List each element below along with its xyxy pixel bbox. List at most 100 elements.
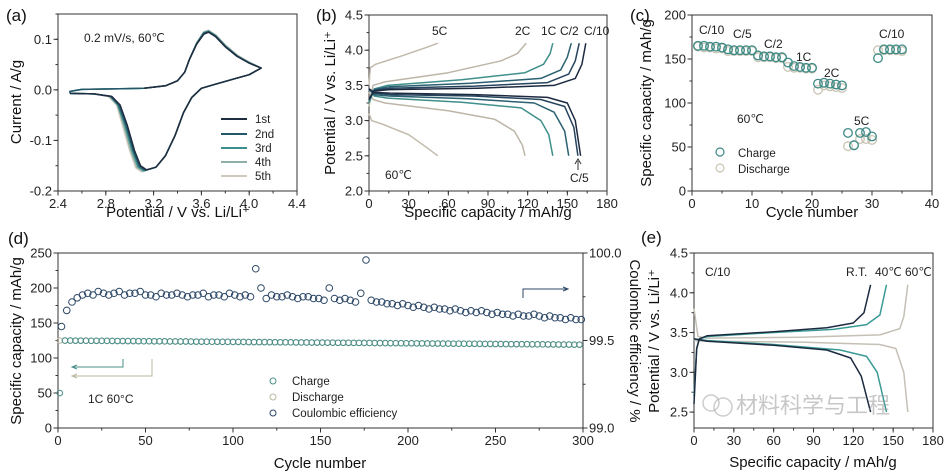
data-point-charge: [56, 389, 64, 397]
x-tick-label: 180: [922, 433, 944, 448]
legend-marker: [269, 409, 277, 417]
rate-label: C/10: [879, 27, 905, 41]
data-point-coulombic-efficiency: [572, 315, 580, 324]
data-point-coulombic-efficiency: [199, 289, 208, 298]
data-point-coulombic-efficiency: [167, 291, 176, 299]
data-point-coulombic-efficiency: [456, 306, 465, 315]
data-point-coulombic-efficiency: [104, 291, 113, 299]
rate-label: C/5: [733, 27, 752, 41]
data-point-coulombic-efficiency: [204, 292, 213, 301]
data-point-coulombic-efficiency: [162, 291, 171, 299]
data-point-charge: [717, 42, 727, 53]
x-tick-label: 50: [138, 433, 152, 448]
y-axis-title-a: Current / A/g: [8, 60, 25, 144]
data-point-coulombic-efficiency: [440, 305, 449, 313]
y-tick-label: 150: [664, 52, 686, 67]
data-point-charge: [891, 44, 901, 55]
legend-label: 5th: [255, 171, 271, 183]
y-tick-label: -0.1: [30, 133, 52, 148]
x-axis-title-c: Cycle number: [766, 204, 859, 221]
data-point-charge: [843, 127, 853, 138]
x-tick-label: 2.8: [97, 196, 115, 211]
data-point-coulombic-efficiency: [477, 306, 486, 315]
x-tick-label: 30: [727, 433, 741, 448]
y-tick-label: -0.2: [30, 184, 52, 199]
rate-label: 2C: [824, 66, 840, 80]
y-tick-label: 4.5: [670, 246, 688, 261]
curve-label-5c: 5C: [432, 24, 448, 38]
data-point-coulombic-efficiency: [409, 303, 418, 312]
y-axis-right-title-d: Coulombic efficiency / %: [626, 259, 643, 422]
data-point-coulombic-efficiency: [178, 291, 187, 299]
data-point-coulombic-efficiency: [367, 296, 376, 305]
y-tick-label: 0.1: [34, 32, 52, 47]
data-point-coulombic-efficiency: [561, 315, 570, 324]
data-point-coulombic-efficiency: [188, 291, 197, 299]
data-point-coulombic-efficiency: [314, 294, 323, 303]
legend-label: 1st: [255, 114, 271, 126]
data-point-charge: [711, 41, 721, 52]
data-point-charge: [693, 40, 703, 51]
data-point-charge: [873, 53, 883, 64]
data-point-coulombic-efficiency: [493, 308, 502, 317]
x-tick-label: 100: [222, 433, 244, 448]
x-tick-label: 60: [441, 196, 455, 211]
y-axis-title-c: Specific capacity / mAh/g: [638, 19, 655, 187]
data-point-coulombic-efficiency: [388, 299, 397, 308]
data-point-charge: [735, 45, 745, 56]
right-axis-arrow-icon: [522, 286, 570, 298]
panel-a: 2.4 2.8 3.2 3.6 4.0 4.4 -0.2 -0.1 0.0 0.1: [30, 13, 306, 211]
data-point-discharge: [783, 61, 793, 72]
curve-label-c10: C/10: [584, 24, 610, 38]
x-tick-label: 300: [572, 433, 594, 448]
data-point-coulombic-efficiency: [498, 310, 507, 319]
data-point-coulombic-efficiency: [519, 312, 528, 320]
discharge-curve-C/5: [368, 88, 579, 156]
panel-label-a: (a): [6, 6, 27, 25]
curve-label-60c: 60℃: [905, 265, 932, 279]
data-point-coulombic-efficiency: [230, 291, 239, 299]
y-axis-title-e: Potential / V vs. Li/Li⁺: [646, 269, 663, 413]
curve-label-40c: 40℃: [875, 265, 902, 279]
x-tick-label: 150: [556, 196, 578, 211]
y-right-tick-label: 99.0: [589, 421, 614, 436]
discharge-curve-2C: [368, 92, 526, 156]
y-tick-label: 3.5: [345, 78, 363, 93]
panel-label-c: (c): [630, 6, 650, 25]
x-tick-label: 30: [401, 196, 415, 211]
y-tick-label: 0.0: [34, 82, 52, 97]
data-point-charge: [753, 50, 763, 61]
charge-curve-5C: [368, 42, 439, 86]
data-point-coulombic-efficiency: [577, 315, 586, 324]
data-point-coulombic-efficiency: [351, 298, 360, 306]
y-tick-label: 4.5: [345, 8, 363, 23]
legend-label: Discharge: [738, 164, 790, 176]
data-point-coulombic-efficiency: [320, 296, 328, 305]
discharge-curve-C/2: [368, 88, 570, 156]
left-axis-arrow-icon: [70, 359, 124, 370]
plot-frame: [691, 14, 933, 192]
data-point-charge: [741, 45, 751, 56]
curve-label-1c: 1C: [541, 24, 557, 38]
data-point-coulombic-efficiency: [173, 289, 181, 298]
y-tick-label: 4.0: [345, 43, 363, 58]
charge-curve-2C: [368, 42, 527, 107]
legend-label: Discharge: [292, 392, 344, 404]
data-point-charge: [759, 51, 769, 62]
data-point-coulombic-efficiency: [272, 292, 281, 301]
data-point-charge: [795, 61, 805, 72]
data-point-coulombic-efficiency: [262, 294, 271, 303]
data-point-coulombic-efficiency: [309, 294, 318, 303]
data-point-coulombic-efficiency: [299, 292, 307, 301]
x-tick-label: 30: [865, 196, 879, 211]
data-point-charge: [777, 52, 787, 63]
data-point-coulombic-efficiency: [68, 298, 76, 306]
data-point-coulombic-efficiency: [535, 312, 544, 320]
data-point-charge: [705, 41, 715, 52]
data-point-coulombic-efficiency: [551, 313, 559, 322]
data-point-coulombic-efficiency: [325, 284, 334, 292]
data-point-coulombic-efficiency: [404, 301, 412, 310]
data-point-coulombic-efficiency: [514, 310, 523, 319]
x-tick-label: 120: [842, 433, 864, 448]
discharge-curve-40℃: [693, 338, 888, 413]
